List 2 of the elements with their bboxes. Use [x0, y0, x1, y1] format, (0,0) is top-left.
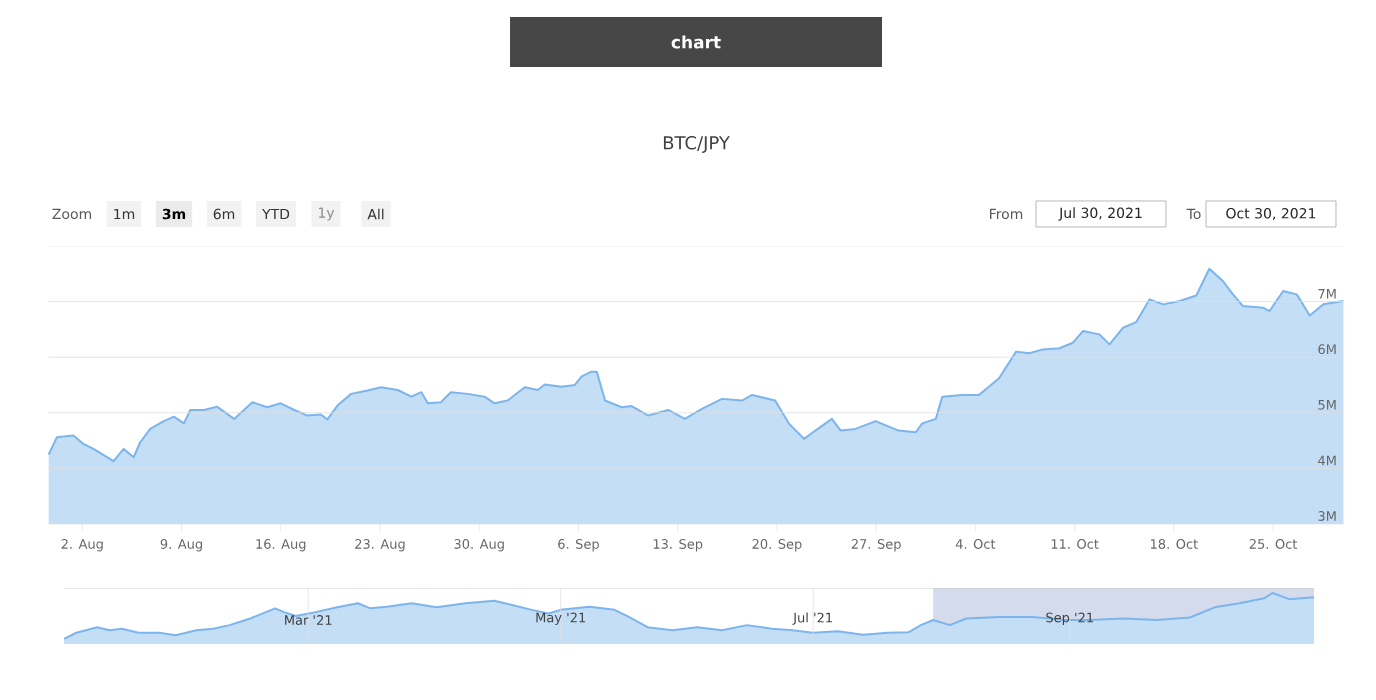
text: chart	[671, 35, 721, 49]
chart-title: BTC/JPY	[663, 135, 730, 153]
